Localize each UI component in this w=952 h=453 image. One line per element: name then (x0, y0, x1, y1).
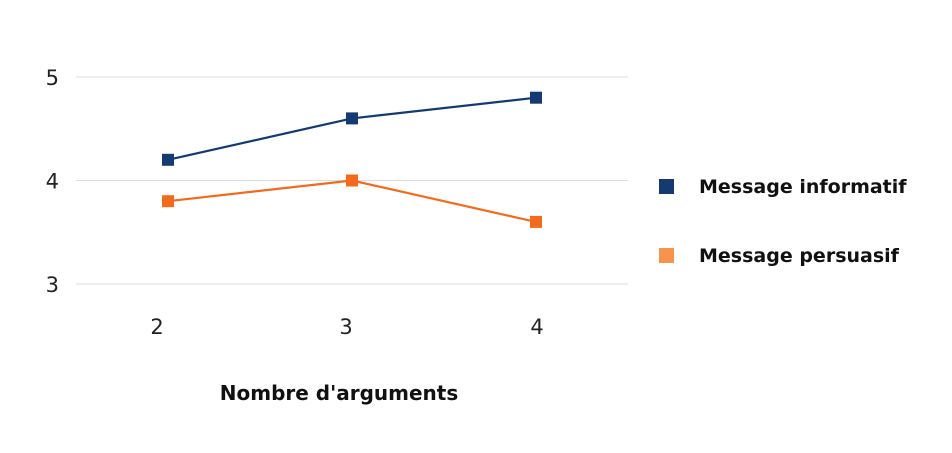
x-tick-label: 4 (530, 315, 543, 339)
data-point (162, 195, 174, 208)
x-tick-label: 3 (339, 315, 352, 339)
data-point (346, 112, 358, 125)
legend-item: Message informatif (659, 176, 907, 198)
legend-swatch (659, 179, 674, 194)
series-1 (162, 174, 542, 228)
series-layer (162, 91, 542, 228)
legend-swatch (659, 248, 674, 263)
legend-label: Message informatif (699, 176, 907, 198)
x-axis-title: Nombre d'arguments (220, 381, 459, 405)
y-tick-label: 5 (46, 66, 59, 90)
y-tick-label: 4 (46, 170, 59, 194)
data-point (162, 153, 174, 166)
y-tick-label: 3 (46, 273, 59, 297)
data-point (346, 174, 358, 187)
legend-item: Message persuasif (659, 245, 900, 267)
x-axis-ticks: 2 3 4 (150, 315, 543, 339)
data-point (530, 91, 542, 104)
y-axis-ticks: 3 4 5 (46, 66, 59, 297)
legend-label: Message persuasif (699, 245, 900, 267)
series-line (167, 179, 537, 223)
x-tick-label: 2 (150, 315, 163, 339)
data-point (530, 215, 542, 228)
series-0 (162, 91, 542, 166)
series-line (167, 96, 537, 161)
legend: Message informatif Message persuasif (659, 176, 907, 267)
